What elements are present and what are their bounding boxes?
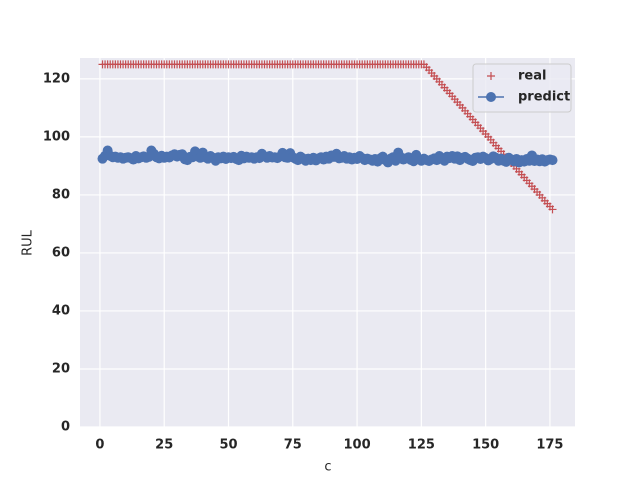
circle-marker — [547, 155, 558, 166]
marks — [97, 60, 558, 214]
y-tick-label: 80 — [52, 187, 70, 202]
x-tick-label: 175 — [536, 438, 563, 453]
y-axis-label: RUL — [21, 229, 36, 256]
circle-marker — [486, 92, 496, 102]
grid — [80, 58, 575, 428]
x-tick-label: 50 — [219, 438, 237, 453]
x-tick-label: 25 — [155, 438, 173, 453]
legend-box — [472, 63, 572, 113]
plus-marker — [487, 72, 495, 80]
y-tick-label: 40 — [52, 303, 70, 318]
y-tick-label: 100 — [43, 129, 70, 144]
plot-area — [80, 58, 575, 427]
legend-label: predict — [518, 90, 570, 105]
plus-marker — [548, 205, 557, 214]
legend: real predict — [472, 63, 572, 113]
y-tick-label: 60 — [52, 245, 70, 260]
y-tick-label: 0 — [61, 420, 70, 435]
y-tick-label: 20 — [52, 361, 70, 376]
x-tick-label: 0 — [95, 438, 104, 453]
y-tick-label: 120 — [43, 71, 70, 86]
x-tick-label: 125 — [408, 438, 435, 453]
x-axis-label: c — [324, 460, 331, 475]
x-tick-label: 75 — [284, 438, 302, 453]
x-tick-label: 100 — [344, 438, 371, 453]
legend-label: real — [518, 69, 546, 84]
x-tick-label: 150 — [472, 438, 499, 453]
